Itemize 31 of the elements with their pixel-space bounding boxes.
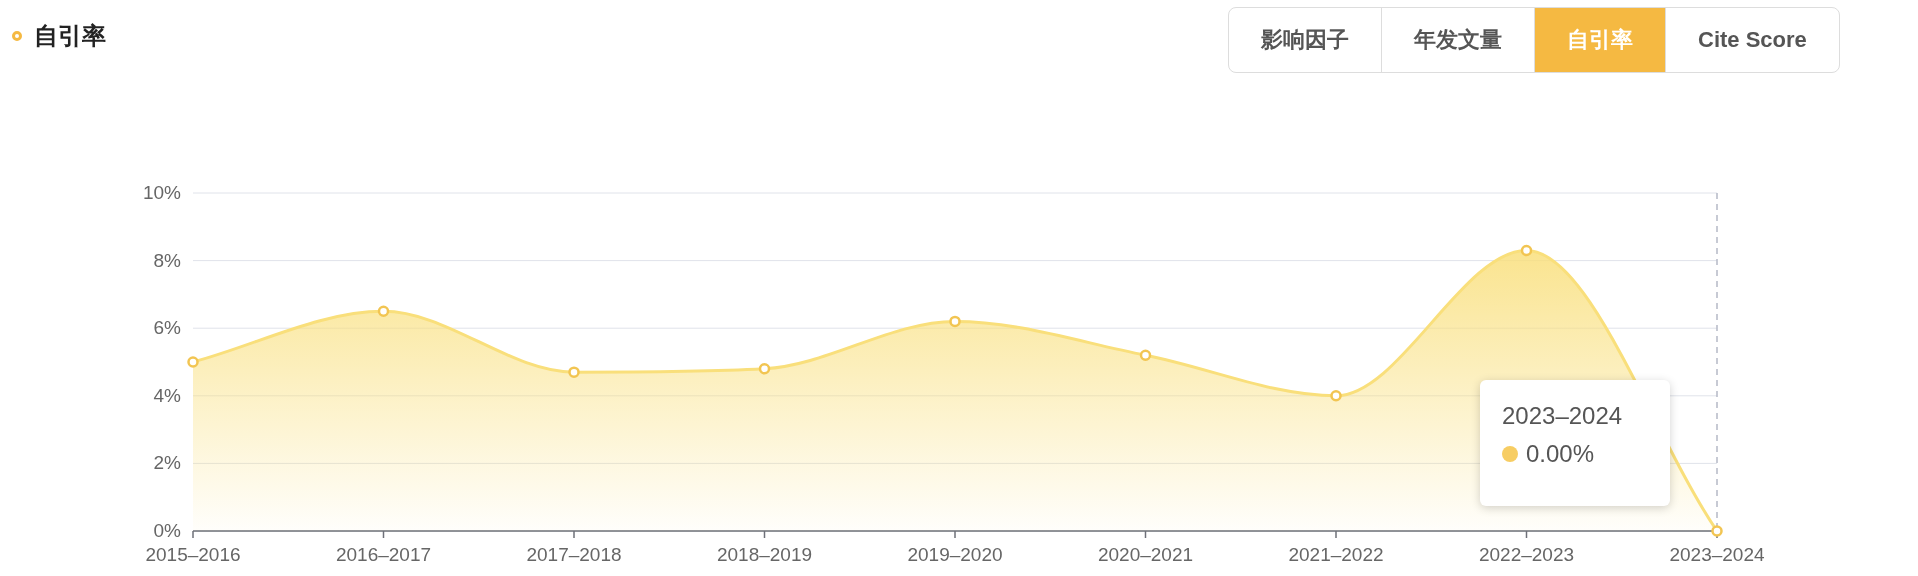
point	[758, 363, 771, 375]
y-tick-label: 8%	[153, 249, 182, 271]
point	[1139, 349, 1152, 361]
annotation: 0.00%	[1526, 440, 1595, 468]
x-tick-label: 2020–2021	[1097, 544, 1194, 565]
text: 自引率	[1534, 8, 1665, 72]
point	[949, 315, 961, 328]
y-tick-label: 10%	[142, 182, 182, 203]
x-tick-label: 2016–2017	[335, 544, 432, 565]
y-tick-label: 6%	[153, 317, 182, 339]
point	[187, 356, 199, 368]
x-tick-label: 2023–2024	[1669, 544, 1765, 565]
text: 年发文量	[1381, 8, 1534, 72]
x-tick-label: 2018–2019	[716, 544, 813, 565]
x-tick-label: 2015–2016	[145, 544, 241, 565]
point	[568, 366, 580, 378]
text: 影响因子	[1260, 26, 1350, 54]
chart-title: 自引率	[34, 21, 106, 51]
text: Cite Score	[1665, 8, 1839, 72]
annotation: 2023–2024	[1502, 402, 1624, 430]
y-tick-label: 2%	[153, 452, 182, 474]
x-tick-label: 2019–2020	[907, 544, 1003, 565]
x-tick-label: 2017–2018	[526, 544, 622, 565]
point	[1330, 390, 1342, 402]
y-tick-label: 0%	[153, 520, 182, 541]
point	[377, 305, 390, 318]
x-tick-label: 2022–2023	[1478, 544, 1575, 565]
x-tick-label: 2021–2022	[1288, 544, 1384, 565]
point	[1520, 244, 1533, 257]
y-tick-label: 4%	[153, 384, 182, 406]
picture-tooltip: 2023–2024 0.00%	[1480, 380, 1670, 506]
